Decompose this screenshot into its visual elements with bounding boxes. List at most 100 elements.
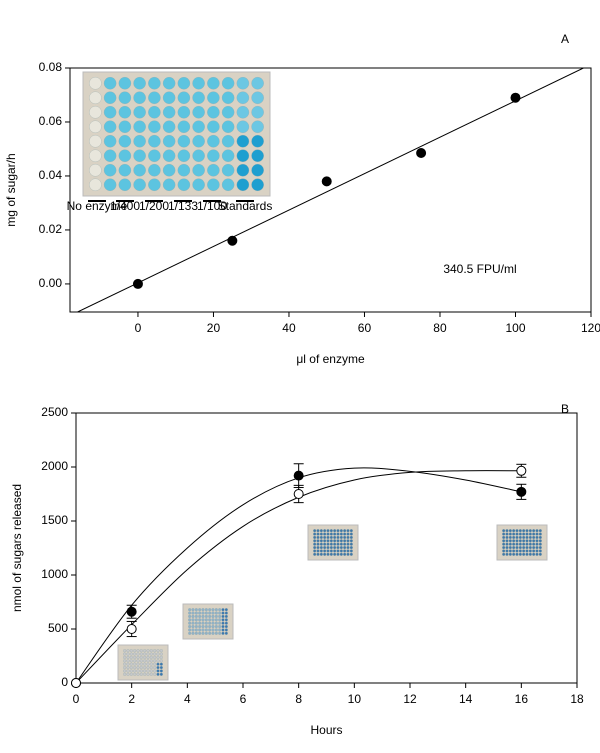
plate-well <box>251 135 264 148</box>
plate-well <box>204 625 208 629</box>
plate-well <box>535 535 539 539</box>
plate-well <box>515 542 519 546</box>
plate-well <box>153 659 157 663</box>
plate-well <box>512 549 516 553</box>
plate-well <box>198 628 202 632</box>
plate-well <box>208 621 212 625</box>
plate-well <box>343 546 347 550</box>
plate-well <box>313 529 317 533</box>
plate-well <box>535 552 539 556</box>
plate-well <box>221 628 225 632</box>
plate-well <box>207 135 220 148</box>
plate-well <box>194 621 198 625</box>
y-tick-label: 2500 <box>41 405 68 419</box>
plate-well <box>177 120 191 133</box>
plate-well <box>313 532 317 536</box>
plate-well <box>123 659 127 663</box>
plate-well <box>133 662 137 666</box>
plate-well <box>123 672 127 676</box>
x-tick-label: 16 <box>515 692 529 706</box>
plate-well <box>313 542 317 546</box>
plate-well <box>326 539 330 543</box>
plate-well <box>133 672 137 676</box>
plate-well <box>139 666 143 670</box>
plate-well <box>538 542 542 546</box>
plate-well <box>136 659 140 663</box>
plate-well <box>343 529 347 533</box>
plate-well <box>336 549 340 553</box>
plate-well <box>177 164 191 177</box>
plate-well <box>522 546 526 550</box>
plate-well <box>313 535 317 539</box>
plate-well <box>129 652 133 656</box>
plate-well <box>224 618 228 622</box>
data-point <box>227 235 238 246</box>
plate-well <box>148 178 161 191</box>
plate-well <box>326 552 330 556</box>
plate-well <box>224 608 228 612</box>
plate-well <box>221 631 225 635</box>
panel-label: B <box>561 402 569 416</box>
plate-well <box>118 178 132 191</box>
plate-well <box>525 532 529 536</box>
plate-well <box>313 552 317 556</box>
plate-well <box>346 539 350 543</box>
plate-well <box>535 529 539 533</box>
plate-well <box>118 120 132 133</box>
plate-well <box>156 652 160 656</box>
plate-well <box>502 552 506 556</box>
plate-well <box>329 532 333 536</box>
plate-well <box>188 625 192 629</box>
plate-well <box>211 618 215 622</box>
plate-well <box>162 77 176 90</box>
plate-well <box>139 652 143 656</box>
plate-well <box>207 77 220 90</box>
plate-well <box>346 535 350 539</box>
plate-well <box>349 549 353 553</box>
plate-well <box>148 120 161 133</box>
plate-well <box>207 120 220 133</box>
plate-well <box>177 135 191 148</box>
plate-well <box>126 652 130 656</box>
x-tick-label: 100 <box>505 321 525 335</box>
plate-well <box>221 135 235 148</box>
plate-well <box>123 652 127 656</box>
plate-well <box>214 631 218 635</box>
plate-well <box>505 529 509 533</box>
plate-well <box>316 546 320 550</box>
plate-well <box>538 529 542 533</box>
plate-well <box>518 546 522 550</box>
plate-well <box>236 135 250 148</box>
plate-well <box>508 542 512 546</box>
plate-well <box>502 532 506 536</box>
plate-well <box>201 631 205 635</box>
plate-well <box>512 546 516 550</box>
plate-well <box>177 149 191 162</box>
plate-well <box>525 542 529 546</box>
plate-well <box>204 628 208 632</box>
plate-well <box>346 552 350 556</box>
plate-well <box>532 539 536 543</box>
plate-well <box>505 549 509 553</box>
plate-well <box>192 149 205 162</box>
plate-well <box>156 662 160 666</box>
fit-curve <box>75 470 522 684</box>
plate-well <box>126 672 130 676</box>
plate-well <box>535 546 539 550</box>
plate-well <box>326 535 330 539</box>
plate-well <box>191 608 195 612</box>
plate-well <box>316 529 320 533</box>
plate-well <box>207 149 220 162</box>
plate-well <box>532 542 536 546</box>
plate-well <box>515 532 519 536</box>
plate-well <box>329 539 333 543</box>
plate-well <box>326 542 330 546</box>
plate-well <box>126 659 130 663</box>
plate-well <box>251 91 264 104</box>
plate-well <box>522 539 526 543</box>
plate-well <box>198 618 202 622</box>
plate-well <box>508 539 512 543</box>
plate-well <box>192 106 205 119</box>
data-point <box>71 678 81 688</box>
plate-well <box>339 542 343 546</box>
